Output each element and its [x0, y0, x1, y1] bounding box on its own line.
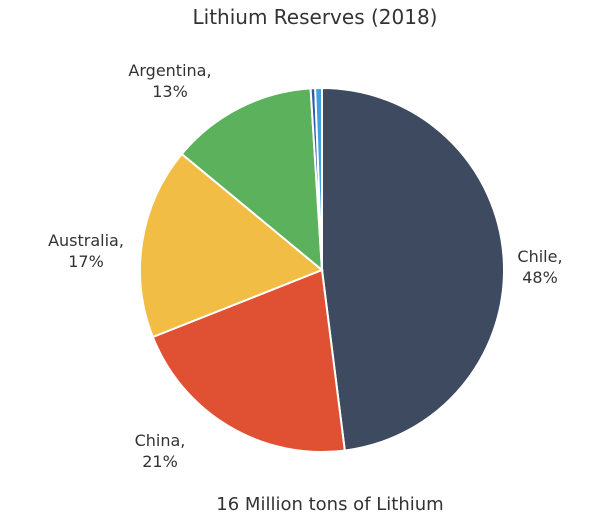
- slice-category: China,: [135, 431, 186, 450]
- slice-value: 13%: [152, 82, 188, 101]
- chart-title: Lithium Reserves (2018): [193, 5, 438, 29]
- pie-slice: [139, 152, 324, 339]
- slice-value: 17%: [68, 252, 104, 271]
- slice-label: Australia, 17%: [48, 231, 124, 271]
- pie-slice: [314, 86, 323, 271]
- slice-value: 48%: [522, 268, 558, 287]
- pie-slice: [180, 87, 324, 273]
- slice-label: Chile, 48%: [517, 247, 562, 287]
- slice-category: Argentina,: [128, 61, 211, 80]
- slice-label: China, 21%: [135, 431, 186, 471]
- pie-slice: [151, 268, 346, 453]
- chart-subtitle: 16 Million tons of Lithium: [216, 494, 443, 515]
- slice-category: Australia,: [48, 231, 124, 250]
- slice-label: Argentina, 13%: [128, 61, 211, 101]
- slice-category: Chile,: [517, 247, 562, 266]
- pie-slice: [321, 86, 505, 452]
- slice-value: 21%: [142, 452, 178, 471]
